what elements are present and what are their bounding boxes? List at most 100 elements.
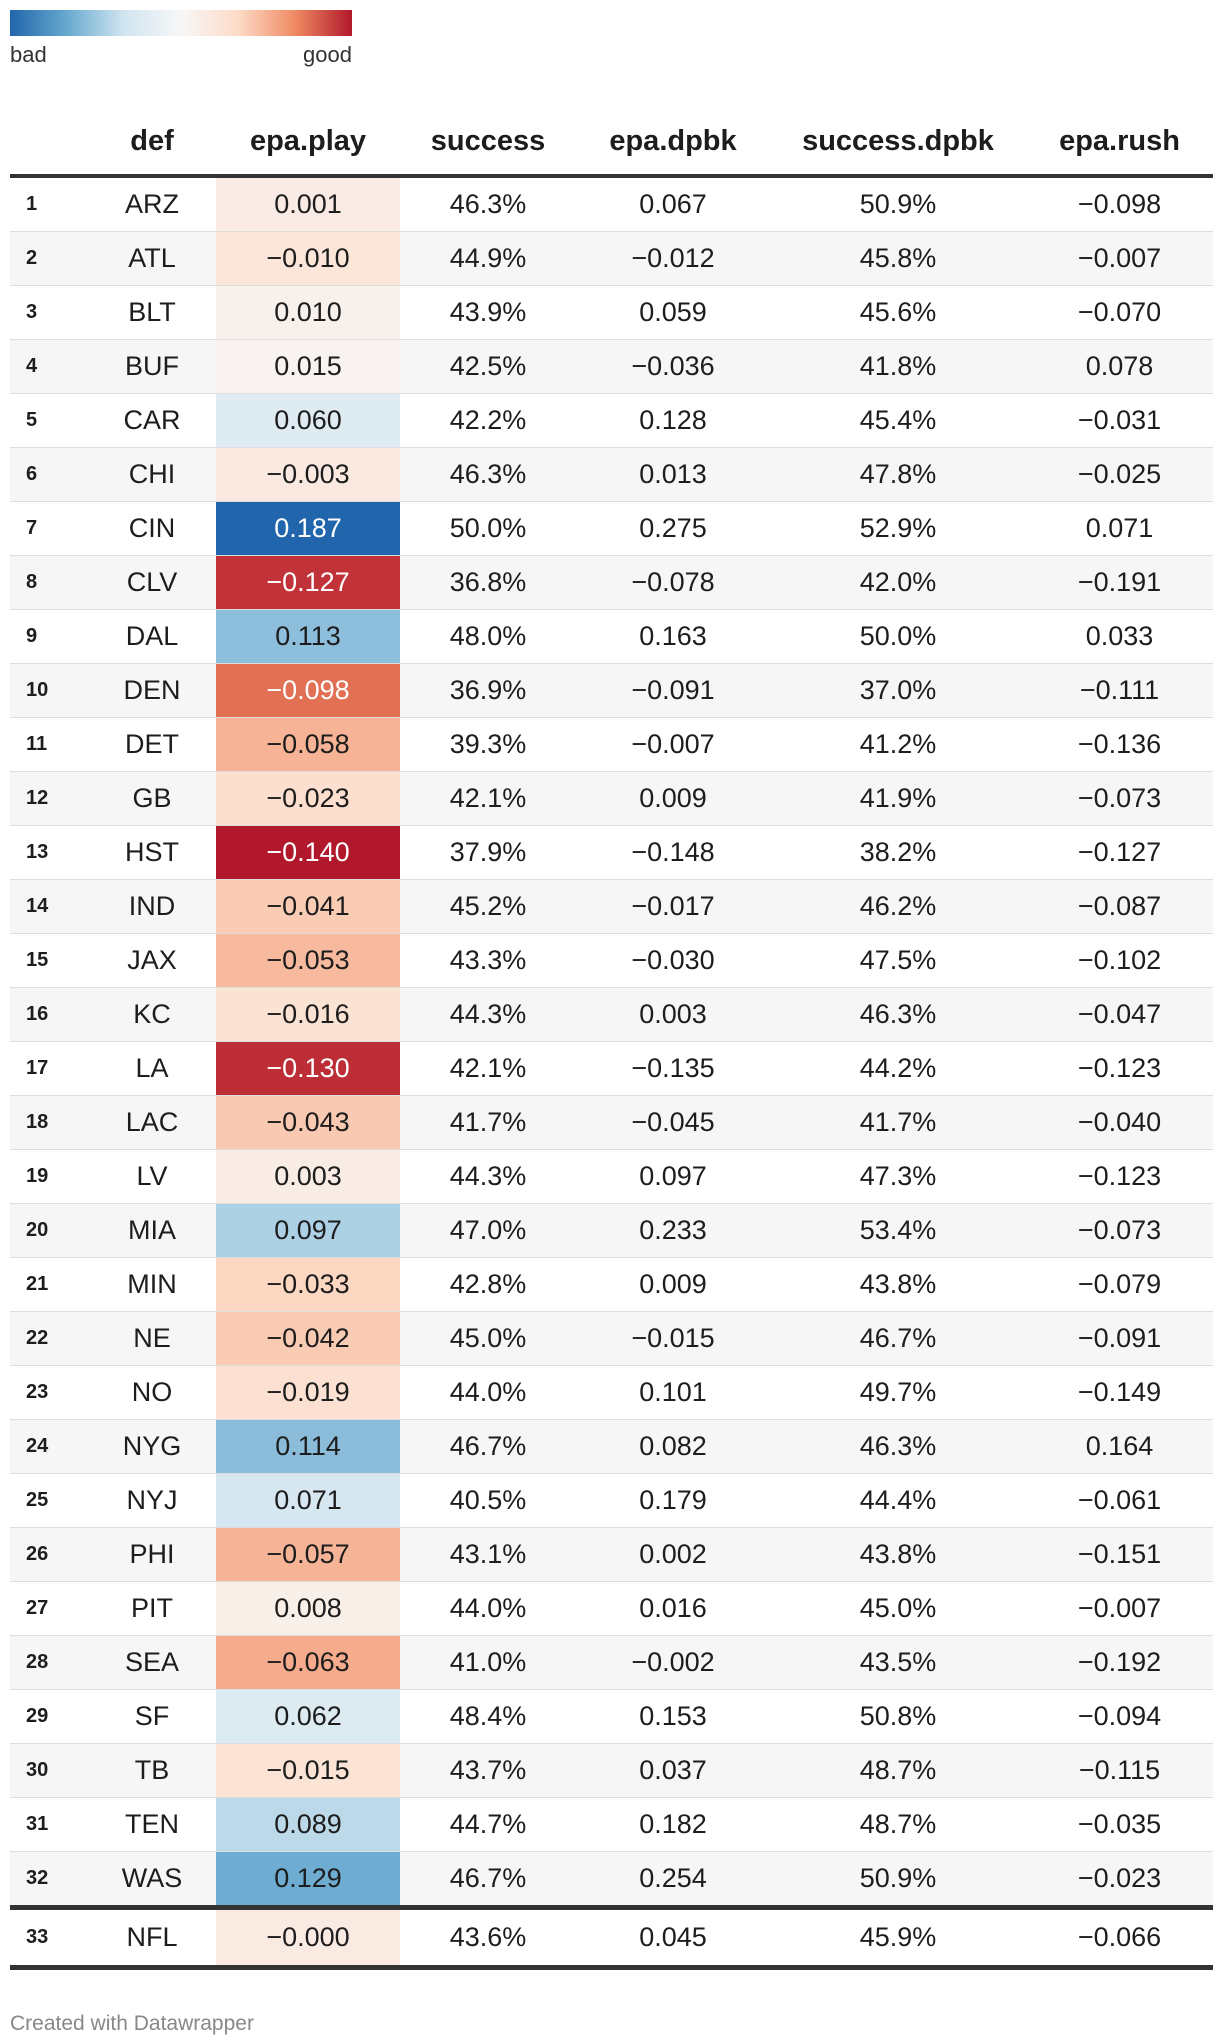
table-row: 27 PIT 0.008 44.0% 0.016 45.0% −0.007 [10,1581,1213,1636]
table-row: 4 BUF 0.015 42.5% −0.036 41.8% 0.078 [10,339,1213,394]
cell-success: 42.5% [400,339,576,394]
cell-rank: 23 [10,1365,88,1420]
table-row: 21 MIN −0.033 42.8% 0.009 43.8% −0.079 [10,1257,1213,1312]
table-row: 22 NE −0.042 45.0% −0.015 46.7% −0.091 [10,1311,1213,1366]
table-row: 20 MIA 0.097 47.0% 0.233 53.4% −0.073 [10,1203,1213,1258]
cell-success: 45.2% [400,879,576,934]
cell-rank: 20 [10,1203,88,1258]
cell-rank: 29 [10,1689,88,1744]
column-header-def[interactable]: def [88,108,216,178]
cell-def: PHI [88,1527,216,1582]
cell-epa-dpbk: 0.016 [576,1581,770,1636]
column-header-epa-dpbk[interactable]: epa.dpbk [576,108,770,178]
table-row: 18 LAC −0.043 41.7% −0.045 41.7% −0.040 [10,1095,1213,1150]
table-row: 7 CIN 0.187 50.0% 0.275 52.9% 0.071 [10,501,1213,556]
cell-def: CLV [88,555,216,610]
cell-def: WAS [88,1851,216,1910]
cell-epa-dpbk: 0.182 [576,1797,770,1852]
cell-success-dpbk: 42.0% [770,555,1026,610]
cell-epa-rush: −0.025 [1026,447,1213,502]
cell-success: 43.3% [400,933,576,988]
column-header-epa-play[interactable]: epa.play [216,108,400,178]
cell-success: 43.6% [400,1907,576,1970]
cell-epa-play: 0.129 [216,1851,400,1910]
cell-epa-dpbk: 0.101 [576,1365,770,1420]
cell-success-dpbk: 45.9% [770,1907,1026,1970]
cell-rank: 13 [10,825,88,880]
cell-epa-play: 0.089 [216,1797,400,1852]
cell-epa-rush: −0.066 [1026,1907,1213,1970]
column-header-success-dpbk[interactable]: success.dpbk [770,108,1026,178]
color-legend: bad good [10,10,352,68]
legend-high-label: good [303,42,352,67]
cell-def: NE [88,1311,216,1366]
column-header-rank[interactable] [10,108,88,178]
table-row: 30 TB −0.015 43.7% 0.037 48.7% −0.115 [10,1743,1213,1798]
cell-epa-dpbk: −0.017 [576,879,770,934]
cell-success-dpbk: 41.2% [770,717,1026,772]
cell-def: SEA [88,1635,216,1690]
cell-def: GB [88,771,216,826]
cell-epa-dpbk: −0.002 [576,1635,770,1690]
cell-epa-dpbk: −0.091 [576,663,770,718]
cell-success-dpbk: 47.5% [770,933,1026,988]
cell-success: 43.9% [400,285,576,340]
cell-epa-dpbk: 0.179 [576,1473,770,1528]
cell-epa-dpbk: 0.275 [576,501,770,556]
cell-success-dpbk: 41.9% [770,771,1026,826]
column-header-epa-rush[interactable]: epa.rush [1026,108,1213,178]
cell-rank: 6 [10,447,88,502]
cell-epa-play: −0.130 [216,1041,400,1096]
cell-epa-dpbk: 0.067 [576,176,770,232]
cell-epa-play: −0.000 [216,1907,400,1970]
legend-gradient-bar [10,10,352,36]
cell-rank: 10 [10,663,88,718]
cell-success-dpbk: 49.7% [770,1365,1026,1420]
cell-epa-play: 0.015 [216,339,400,394]
table-row: 13 HST −0.140 37.9% −0.148 38.2% −0.127 [10,825,1213,880]
cell-epa-dpbk: 0.009 [576,771,770,826]
cell-success-dpbk: 47.3% [770,1149,1026,1204]
cell-epa-rush: 0.071 [1026,501,1213,556]
cell-epa-rush: −0.073 [1026,771,1213,826]
cell-epa-rush: −0.040 [1026,1095,1213,1150]
table-row: 11 DET −0.058 39.3% −0.007 41.2% −0.136 [10,717,1213,772]
cell-def: ARZ [88,176,216,232]
cell-epa-play: 0.062 [216,1689,400,1744]
table-row: 15 JAX −0.053 43.3% −0.030 47.5% −0.102 [10,933,1213,988]
cell-epa-rush: 0.033 [1026,609,1213,664]
cell-epa-dpbk: −0.036 [576,339,770,394]
table-row: 31 TEN 0.089 44.7% 0.182 48.7% −0.035 [10,1797,1213,1852]
cell-def: LV [88,1149,216,1204]
cell-success-dpbk: 38.2% [770,825,1026,880]
cell-success: 46.3% [400,447,576,502]
column-header-success[interactable]: success [400,108,576,178]
cell-def: MIA [88,1203,216,1258]
cell-epa-rush: −0.149 [1026,1365,1213,1420]
cell-rank: 3 [10,285,88,340]
cell-def: JAX [88,933,216,988]
cell-epa-rush: −0.091 [1026,1311,1213,1366]
cell-def: HST [88,825,216,880]
cell-epa-dpbk: 0.003 [576,987,770,1042]
cell-epa-rush: −0.123 [1026,1041,1213,1096]
cell-epa-play: 0.001 [216,176,400,232]
cell-success-dpbk: 45.0% [770,1581,1026,1636]
cell-epa-play: 0.071 [216,1473,400,1528]
table-row: 8 CLV −0.127 36.8% −0.078 42.0% −0.191 [10,555,1213,610]
cell-epa-play: 0.113 [216,609,400,664]
cell-epa-dpbk: 0.153 [576,1689,770,1744]
cell-def: KC [88,987,216,1042]
cell-success-dpbk: 43.5% [770,1635,1026,1690]
cell-def: TB [88,1743,216,1798]
cell-success: 44.0% [400,1581,576,1636]
cell-success-dpbk: 50.8% [770,1689,1026,1744]
cell-rank: 9 [10,609,88,664]
cell-epa-play: −0.042 [216,1311,400,1366]
cell-def: CHI [88,447,216,502]
cell-rank: 25 [10,1473,88,1528]
cell-def: MIN [88,1257,216,1312]
cell-success-dpbk: 48.7% [770,1797,1026,1852]
table-row: 10 DEN −0.098 36.9% −0.091 37.0% −0.111 [10,663,1213,718]
cell-success-dpbk: 44.4% [770,1473,1026,1528]
